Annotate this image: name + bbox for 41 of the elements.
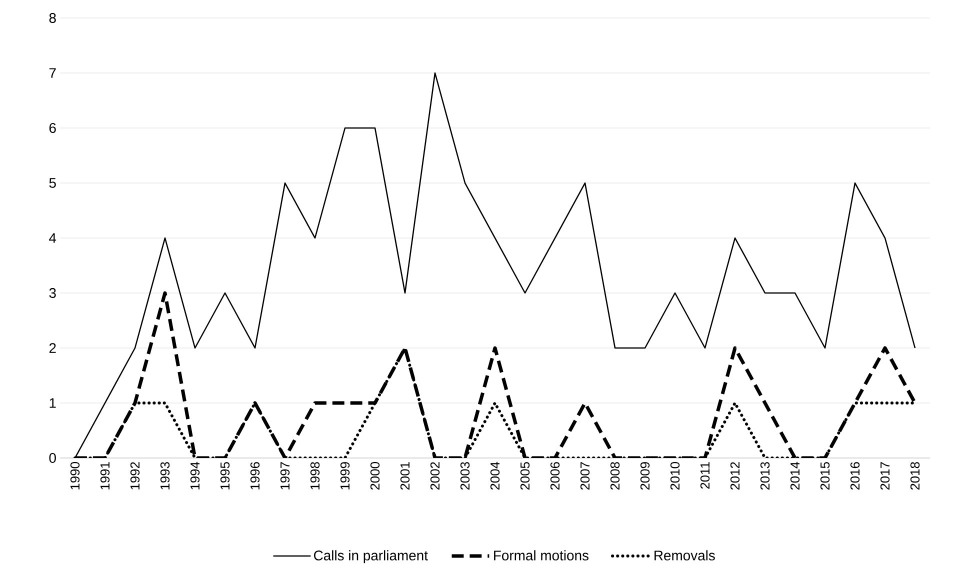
- y-tick-label: 6: [49, 123, 56, 133]
- y-tick-label: 2: [49, 343, 56, 353]
- x-tick-label: 2018: [910, 462, 920, 490]
- x-tick-label: 1994: [190, 462, 200, 490]
- x-tick-label: 2001: [400, 462, 410, 490]
- x-tick-label: 2010: [670, 462, 680, 490]
- x-tick-label: 1992: [130, 462, 140, 490]
- x-tick-label: 1997: [280, 462, 290, 490]
- x-tick-label: 1996: [250, 462, 260, 490]
- x-tick-label: 2000: [370, 462, 380, 490]
- x-tick-label: 2016: [850, 462, 860, 490]
- x-tick-label: 2011: [700, 462, 710, 489]
- legend-label: Calls in parliament: [314, 550, 428, 564]
- x-tick-label: 2012: [730, 462, 740, 490]
- x-tick-label: 1998: [310, 462, 320, 490]
- x-tick-label: 2003: [460, 462, 470, 490]
- x-tick-label: 2008: [610, 462, 620, 490]
- x-tick-label: 2004: [490, 462, 500, 490]
- x-tick-label: 2002: [430, 462, 440, 490]
- x-tick-label: 1991: [100, 462, 110, 490]
- y-tick-label: 1: [50, 398, 56, 408]
- x-tick-label: 2015: [820, 462, 830, 490]
- legend-label: Formal motions: [494, 550, 588, 560]
- x-tick-label: 2014: [790, 462, 800, 490]
- y-tick-label: 3: [49, 288, 56, 298]
- x-tick-label: 2017: [880, 462, 890, 490]
- x-tick-label: 1999: [340, 462, 350, 490]
- y-tick-label: 5: [49, 178, 56, 188]
- x-tick-label: 2013: [760, 462, 770, 490]
- x-tick-label: 2005: [520, 462, 530, 490]
- x-tick-label: 1993: [160, 462, 170, 490]
- x-tick-label: 2007: [580, 462, 590, 490]
- y-tick-label: 7: [49, 68, 56, 78]
- x-tick-label: 1995: [220, 462, 230, 490]
- x-tick-label: 2006: [550, 462, 560, 490]
- x-tick-label: 2009: [640, 462, 650, 490]
- y-tick-label: 8: [49, 13, 56, 23]
- x-tick-label: 1990: [70, 462, 80, 490]
- y-tick-label: 0: [49, 453, 56, 463]
- legend-label: Removals: [654, 550, 715, 560]
- y-tick-label: 4: [49, 233, 56, 243]
